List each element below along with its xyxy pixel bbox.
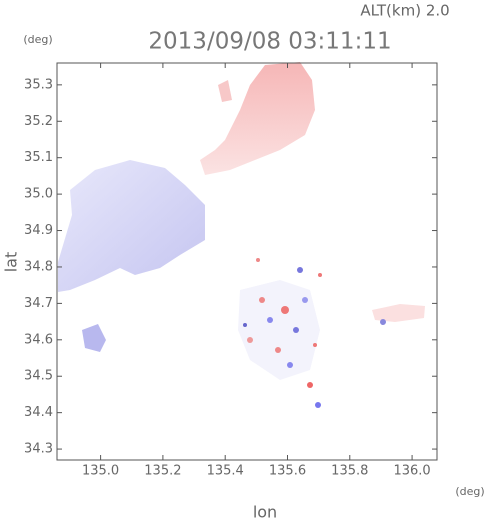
radar-echoes [58,62,425,408]
x-tick-label: 135.6 [269,464,306,479]
x-tick-label: 135.4 [207,464,244,479]
plot-frame [56,62,438,461]
y-tick-label: 34.3 [24,442,53,457]
y-tick-label: 35.1 [24,150,53,165]
y-tick-label: 34.9 [24,223,53,238]
y-tick-label: 35.3 [24,77,53,92]
y-tick-label: 34.8 [24,259,53,274]
x-tick-label: 135.2 [144,464,181,479]
y-tick-label: 35.2 [24,114,53,129]
y-tick-label: 35.0 [24,187,53,202]
x-axis-label: lon [253,503,277,521]
y-axis-label: lat [2,252,21,273]
axes: 135.0 135.2 135.4 135.6 135.8 136.0 34.3 34.4 34… [24,63,437,479]
y-tick-label: 34.4 [24,405,53,420]
x-tick-label: 135.8 [331,464,368,479]
x-tick-label: 136.0 [393,464,430,479]
y-tick-label: 34.6 [24,332,53,347]
x-unit: (deg) [455,485,484,498]
y-tick-label: 34.5 [24,369,53,384]
altitude-label: ALT(km) 2.0 [360,2,449,20]
chart-title: 2013/09/08 03:11:11 [148,29,391,55]
y-tick-label: 34.7 [24,296,53,311]
x-tick-label: 135.0 [82,464,119,479]
y-unit: (deg) [23,33,52,46]
